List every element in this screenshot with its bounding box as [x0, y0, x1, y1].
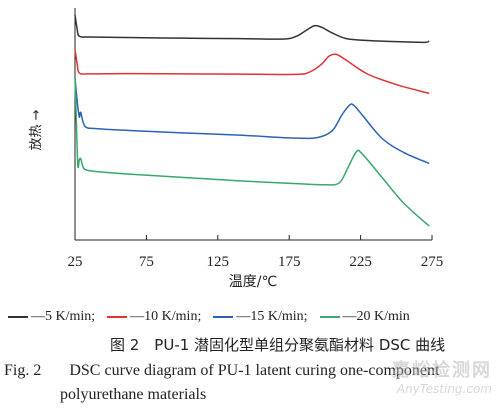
- legend-label: —10 K/min;: [130, 309, 202, 324]
- watermark-english: AnyTesting.com: [396, 382, 492, 396]
- x-tick-label: 25: [68, 254, 83, 270]
- chart-axes: [74, 8, 432, 241]
- watermark: 嘉峪检测网 AnyTesting.com: [392, 356, 492, 396]
- caption-fig-number: Fig. 2: [4, 362, 42, 379]
- legend-item-15k: —15 K/min;: [213, 309, 308, 325]
- series-line-15-k-min: [74, 77, 430, 165]
- caption-chinese: 图 2 PU-1 潜固化型单组分聚氨酯材料 DSC 曲线: [110, 336, 446, 354]
- legend-swatch: [8, 316, 28, 318]
- x-axis-label: 温度/℃: [229, 274, 277, 290]
- legend-label: —15 K/min;: [236, 309, 308, 324]
- series-line-20-k-min: [74, 77, 430, 227]
- caption-english-line1: Fig. 2 DSC curve diagram of PU-1 latent …: [4, 362, 439, 380]
- series-line-10-k-min: [74, 49, 430, 95]
- x-tick-label: 225: [349, 254, 372, 270]
- x-tick-label: 175: [278, 254, 301, 270]
- tick-layer: 25 75 125 175 225 275: [68, 235, 444, 270]
- dsc-chart: 25 75 125 175 225 275 温度/℃ 放热 →: [29, 8, 444, 290]
- legend-item-10k: —10 K/min;: [107, 309, 201, 325]
- legend-swatch: [319, 316, 340, 318]
- legend-swatch: [107, 316, 128, 318]
- legend-item-5k: —5 K/min;: [8, 309, 95, 325]
- series-layer: [74, 14, 430, 227]
- x-tick-label: 125: [207, 254, 230, 270]
- legend: —5 K/min; —10 K/min; —15 K/min; —20 K/mi…: [8, 306, 500, 328]
- x-tick-label: 75: [139, 254, 154, 270]
- legend-swatch: [213, 316, 234, 318]
- caption-english-line2: polyurethane materials: [60, 386, 207, 403]
- legend-label: —5 K/min;: [31, 309, 96, 324]
- watermark-chinese: 嘉峪检测网: [392, 360, 492, 381]
- x-tick-label: 275: [421, 254, 444, 270]
- caption-english-text: DSC curve diagram of PU-1 latent curing …: [69, 362, 440, 379]
- series-line-5-k-min: [74, 14, 430, 44]
- y-axis-label: 放热 →: [29, 109, 44, 150]
- legend-label: —20 K/min: [342, 309, 410, 324]
- legend-item-20k: —20 K/min: [319, 309, 410, 325]
